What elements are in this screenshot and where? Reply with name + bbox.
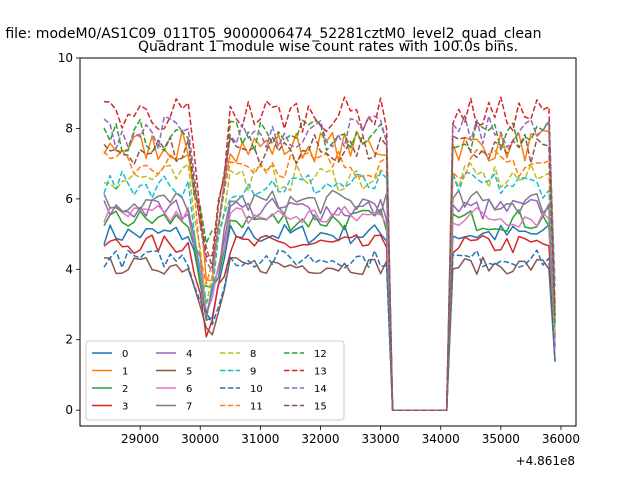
series-line-15 (103, 133, 556, 411)
x-offset-text: +4.861e8 (516, 454, 575, 468)
series-line-11 (103, 149, 556, 411)
series-line-9 (103, 170, 556, 411)
series-line-3 (103, 234, 556, 411)
legend-label-10: 10 (250, 384, 263, 395)
legend-box (85, 340, 345, 421)
x-tick-label: 35000 (482, 432, 520, 446)
x-tick-label: 36000 (542, 432, 580, 446)
legend-label-15: 15 (314, 402, 327, 413)
x-tick-label: 30000 (181, 432, 219, 446)
series-line-8 (103, 163, 556, 411)
x-tick-label: 33000 (362, 432, 400, 446)
series-layer (103, 96, 556, 411)
series-line-14 (103, 114, 556, 411)
legend-label-3: 3 (122, 402, 128, 413)
plot-frame (79, 57, 577, 427)
y-tick-label: 10 (58, 51, 73, 65)
y-tick-label: 2 (65, 333, 73, 347)
series-line-10 (103, 249, 556, 411)
legend-label-1: 1 (122, 367, 128, 378)
legend-label-14: 14 (314, 384, 327, 395)
legend-label-6: 6 (186, 384, 192, 395)
legend-label-5: 5 (186, 367, 192, 378)
series-line-0 (103, 224, 556, 411)
x-tick-label: 32000 (301, 432, 339, 446)
series-line-13 (103, 96, 556, 411)
legend-label-13: 13 (314, 367, 327, 378)
legend-label-2: 2 (122, 384, 128, 395)
legend-label-11: 11 (250, 402, 263, 413)
y-tick-label: 8 (65, 121, 73, 135)
legend-label-9: 9 (250, 367, 256, 378)
series-line-1 (103, 129, 556, 411)
ticks-layer: 29000 30000 31000 32000 33000 34000 35000 36000… (58, 51, 580, 446)
legend-label-12: 12 (314, 349, 327, 360)
chart-title: Quadrant 1 module wise count rates with … (138, 39, 518, 55)
x-tick-label: 29000 (121, 432, 159, 446)
series-line-2 (103, 208, 556, 411)
legend-label-0: 0 (122, 349, 128, 360)
legend-label-8: 8 (250, 349, 256, 360)
x-tick-label: 31000 (241, 432, 279, 446)
x-tick-label: 34000 (422, 432, 460, 446)
series-line-6 (103, 204, 556, 411)
series-line-5 (103, 256, 556, 411)
legend-label-7: 7 (186, 402, 192, 413)
series-line-7 (103, 189, 556, 411)
y-tick-label: 4 (65, 262, 73, 276)
y-tick-label: 6 (65, 192, 73, 206)
suptitle: n file: modeM0/AS1C09_011T05_9000006474_… (0, 26, 541, 42)
legend-label-4: 4 (186, 349, 192, 360)
y-tick-label: 0 (65, 403, 73, 417)
